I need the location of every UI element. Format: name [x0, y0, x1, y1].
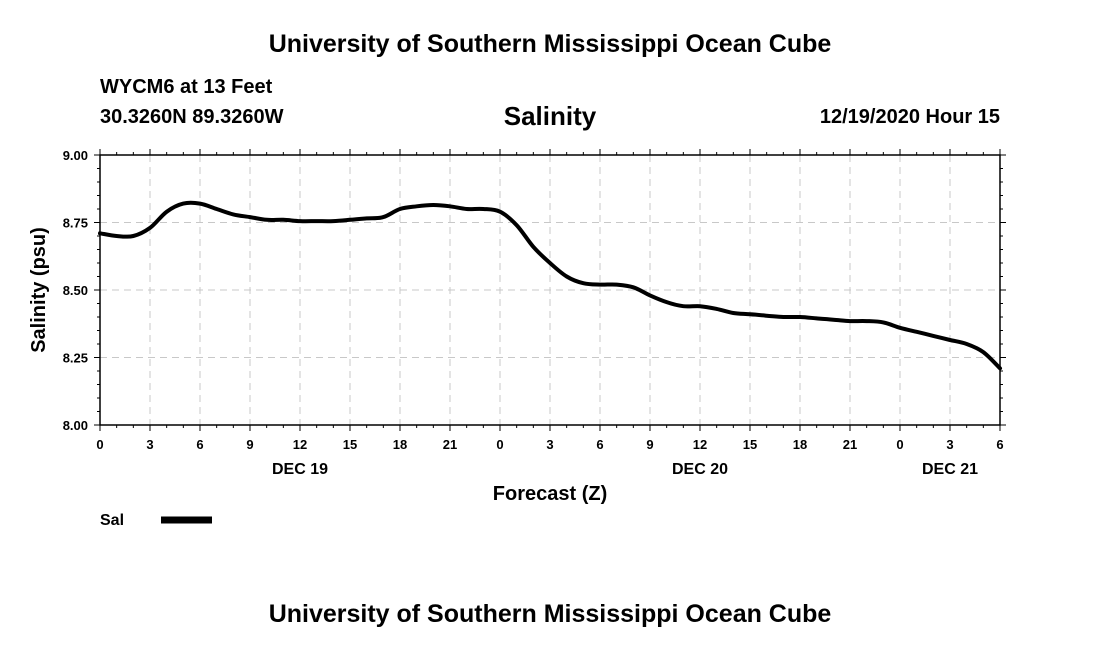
- axis-ticks: [94, 149, 1006, 431]
- x-axis-label: Forecast (Z): [493, 483, 607, 505]
- forecast-datetime: 12/19/2020 Hour 15: [819, 106, 1000, 128]
- x-tick-label: 21: [443, 437, 457, 452]
- x-tick-label: 6: [596, 437, 603, 452]
- date-label: DEC 21: [922, 461, 978, 478]
- legend: Sal: [100, 512, 212, 529]
- page-title: University of Southern Mississippi Ocean…: [268, 30, 832, 58]
- series-line-sal: [98, 200, 1002, 371]
- date-label: DEC 19: [272, 461, 328, 478]
- x-tick-label: 18: [393, 437, 407, 452]
- x-tick-label: 0: [496, 437, 503, 452]
- station-label: WYCM6 at 13 Feet: [100, 76, 273, 98]
- grid-lines: [100, 155, 1000, 425]
- x-tick-label: 9: [646, 437, 653, 452]
- y-axis-label: Salinity (psu): [28, 227, 50, 353]
- x-tick-label: 18: [793, 437, 807, 452]
- chart-title: Salinity: [503, 101, 597, 131]
- x-tick-label: 0: [96, 437, 103, 452]
- x-tick-label: 6: [996, 437, 1003, 452]
- y-tick-label: 8.00: [63, 418, 88, 433]
- x-tick-labels: 0 3 6 9 12 15 18 21 0 3 6 9 12 15 18 21 0 3 6: [96, 437, 1003, 452]
- x-tick-label: 3: [146, 437, 153, 452]
- x-tick-label: 3: [946, 437, 953, 452]
- x-tick-label: 0: [896, 437, 903, 452]
- y-tick-label: 8.50: [63, 283, 88, 298]
- y-tick-label: 9.00: [63, 148, 88, 163]
- x-tick-label: 3: [546, 437, 553, 452]
- x-tick-label: 21: [843, 437, 857, 452]
- y-tick-label: 8.75: [63, 216, 88, 231]
- y-tick-labels: 8.00 8.25 8.50 8.75 9.00: [63, 148, 88, 433]
- footer-title: University of Southern Mississippi Ocean…: [268, 600, 832, 628]
- x-tick-label: 12: [293, 437, 307, 452]
- x-tick-label: 15: [343, 437, 357, 452]
- x-tick-label: 9: [246, 437, 253, 452]
- date-label: DEC 20: [672, 461, 728, 478]
- x-tick-label: 12: [693, 437, 707, 452]
- date-labels: DEC 19 DEC 20 DEC 21: [272, 461, 978, 478]
- x-tick-label: 6: [196, 437, 203, 452]
- coordinates-label: 30.3260N 89.3260W: [100, 106, 284, 128]
- y-tick-label: 8.25: [63, 351, 88, 366]
- legend-label-sal: Sal: [100, 512, 124, 529]
- x-tick-label: 15: [743, 437, 757, 452]
